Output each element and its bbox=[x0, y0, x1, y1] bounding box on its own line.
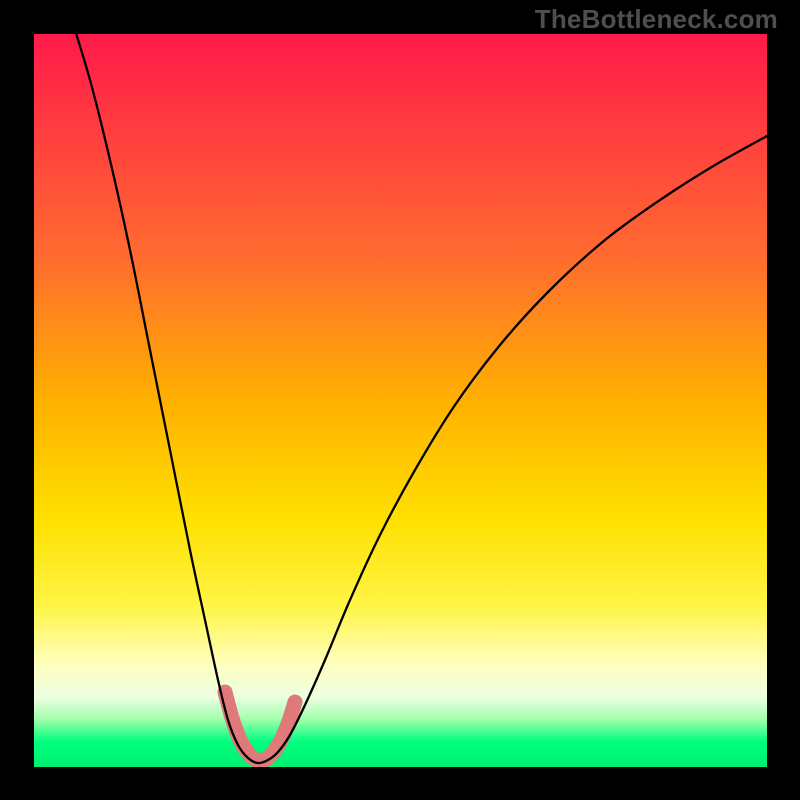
plot-area bbox=[34, 34, 767, 767]
outer-frame: TheBottleneck.com bbox=[0, 0, 800, 800]
watermark-text: TheBottleneck.com bbox=[535, 4, 778, 35]
